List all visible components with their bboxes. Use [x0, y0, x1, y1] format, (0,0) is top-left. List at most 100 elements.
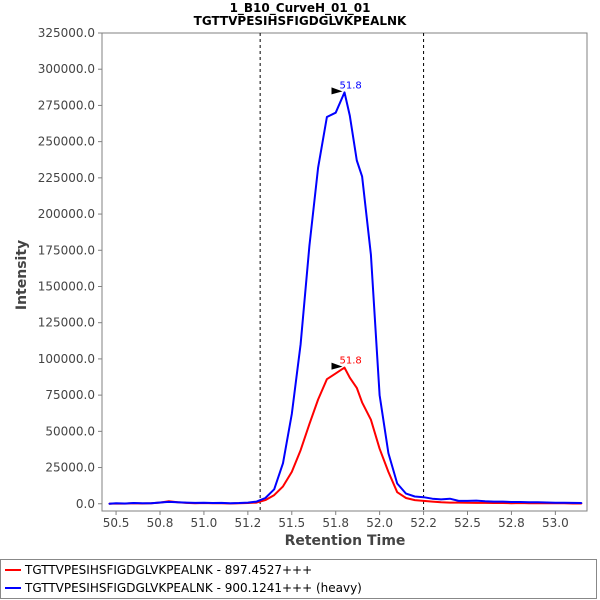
y-axis: 0.0 25000.0 50000.0 75000.0 100000.0 125000.0… — [38, 26, 102, 511]
legend-item-heavy: TGTTVPESIHSFIGDGLVKPEALNK - 900.1241+++ … — [5, 579, 362, 597]
y-tick-label: 250000.0 — [38, 135, 95, 149]
y-tick-label: 325000.0 — [38, 26, 95, 40]
data-point — [349, 377, 351, 379]
data-point — [528, 501, 530, 503]
data-point — [440, 498, 442, 501]
data-point — [273, 488, 275, 490]
legend-swatch-light — [5, 569, 21, 571]
data-point — [247, 501, 249, 504]
x-axis-label: Retention Time — [285, 533, 406, 549]
data-point — [176, 501, 179, 503]
data-point — [449, 501, 451, 504]
data-point — [124, 502, 126, 505]
data-point — [484, 500, 486, 502]
data-point — [537, 501, 539, 503]
data-point — [405, 493, 407, 495]
y-tick-label: 75000.0 — [45, 388, 95, 402]
data-point — [256, 500, 258, 503]
data-point — [502, 500, 504, 503]
y-tick-label: 150000.0 — [38, 279, 95, 293]
x-tick-label: 51.8 — [322, 516, 349, 530]
data-point — [326, 378, 328, 380]
y-tick-label: 50000.0 — [45, 424, 95, 438]
data-point — [387, 471, 390, 473]
data-point — [185, 501, 187, 504]
peak-label: 51.8 — [340, 80, 362, 91]
data-point — [273, 494, 275, 496]
data-point — [326, 116, 328, 118]
y-tick-label: 25000.0 — [45, 461, 95, 475]
data-point — [466, 502, 469, 504]
data-point — [510, 501, 513, 503]
data-point — [396, 482, 398, 485]
data-point — [519, 501, 521, 503]
peak-arrow-icon — [331, 362, 343, 370]
data-point — [458, 501, 460, 504]
series-group: 51.8 51.8 — [108, 80, 583, 505]
data-point — [335, 112, 337, 114]
y-tick-label: 275000.0 — [38, 98, 95, 112]
data-point — [493, 502, 495, 504]
data-point — [422, 496, 425, 498]
data-point — [422, 500, 425, 502]
y-tick-label: 100000.0 — [38, 352, 95, 366]
x-tick-label: 51.0 — [191, 516, 218, 530]
data-point — [414, 495, 416, 498]
data-point — [317, 167, 319, 169]
x-axis: 50.5 50.8 51.0 51.2 51.5 51.8 52.0 52.2 52.5 52.8… — [103, 511, 569, 530]
data-point — [194, 502, 196, 504]
data-point — [133, 502, 135, 504]
data-point — [379, 448, 381, 450]
data-point — [414, 499, 416, 501]
data-point — [299, 449, 302, 451]
peak-label: 51.8 — [340, 356, 362, 367]
data-point — [282, 462, 284, 464]
data-point — [440, 501, 442, 503]
data-point — [379, 394, 381, 396]
data-point — [356, 159, 358, 162]
y-tick-label: 125000.0 — [38, 316, 95, 330]
legend-swatch-heavy — [5, 587, 21, 589]
data-point — [159, 501, 161, 504]
chart-title: 1_B10_CurveH_01_01 — [229, 1, 371, 15]
x-tick-label: 52.8 — [498, 516, 525, 530]
chart-canvas: 0.0 25000.0 50000.0 75000.0 100000.0 125000.0… — [14, 26, 588, 549]
data-point — [502, 502, 504, 504]
chart-subtitle: TGTTVPESIHSFIGDGLVKPEALNK — [193, 14, 407, 28]
data-point — [431, 500, 433, 503]
x-tick-label: 53.0 — [542, 516, 569, 530]
data-point — [150, 502, 152, 504]
x-tick-label: 51.5 — [278, 516, 305, 530]
data-point — [361, 401, 363, 403]
data-point — [370, 419, 372, 421]
peak-arrow-icon — [331, 87, 343, 95]
x-tick-label: 52.2 — [410, 516, 437, 530]
y-tick-label: 225000.0 — [38, 171, 95, 185]
data-point — [458, 500, 460, 502]
x-tick-label: 52.0 — [366, 516, 393, 530]
data-point — [396, 491, 398, 493]
data-point — [212, 502, 214, 504]
data-point — [229, 502, 231, 504]
data-point — [291, 413, 293, 415]
data-point — [370, 254, 372, 256]
data-point — [563, 502, 565, 504]
data-point — [475, 502, 477, 504]
data-point — [572, 502, 574, 504]
data-point — [308, 245, 310, 247]
y-tick-label: 175000.0 — [38, 243, 95, 257]
data-point — [545, 501, 548, 504]
y-tick-label: 300000.0 — [38, 62, 95, 76]
data-point — [361, 175, 363, 177]
data-point — [475, 499, 477, 502]
data-point — [264, 497, 267, 499]
data-point — [282, 485, 284, 487]
data-point — [356, 387, 358, 389]
plot-area — [101, 32, 588, 512]
data-point — [335, 372, 337, 374]
data-point — [115, 502, 117, 504]
data-point — [554, 502, 556, 504]
x-tick-label: 50.5 — [103, 516, 130, 530]
data-point — [291, 471, 293, 473]
data-point — [466, 500, 469, 502]
